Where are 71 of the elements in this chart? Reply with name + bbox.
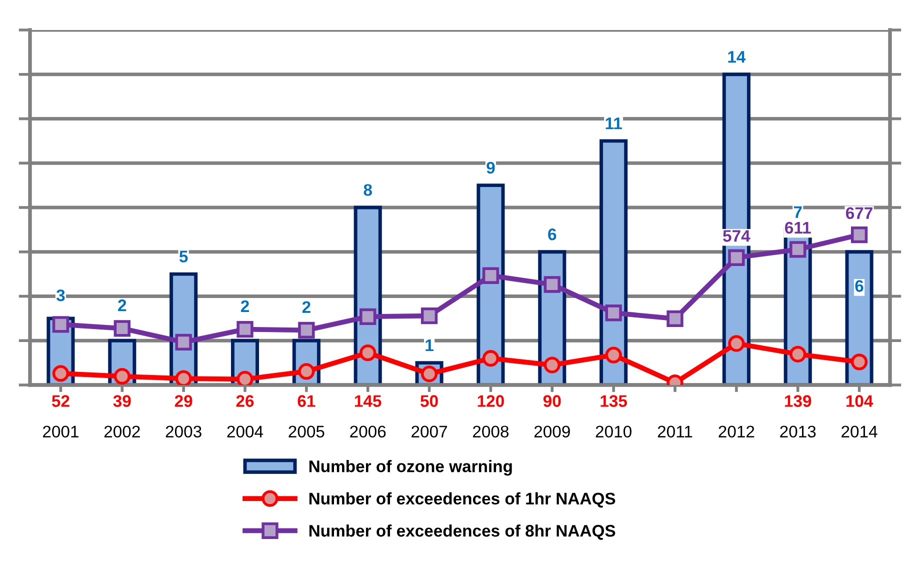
data-label: 52 bbox=[52, 395, 70, 407]
data-label: 2 bbox=[240, 300, 249, 312]
x-tick-label: 2010 bbox=[596, 426, 632, 438]
data-label: 135 bbox=[600, 395, 628, 407]
point bbox=[298, 363, 315, 380]
point bbox=[850, 226, 868, 244]
point bbox=[850, 354, 868, 370]
data-label: 50 bbox=[420, 395, 438, 407]
point bbox=[728, 335, 745, 352]
data-label: 11 bbox=[606, 118, 622, 130]
point bbox=[544, 276, 560, 293]
point bbox=[360, 344, 376, 362]
data-label: 39 bbox=[113, 395, 131, 407]
point bbox=[52, 365, 70, 382]
data-label: 677 bbox=[846, 207, 872, 219]
data-label: 90 bbox=[543, 395, 561, 407]
data-label: 145 bbox=[355, 395, 382, 407]
data-label: 8 bbox=[364, 184, 372, 196]
data-label: 139 bbox=[785, 395, 812, 407]
x-tick-label: 2009 bbox=[534, 426, 570, 438]
point bbox=[236, 370, 254, 385]
x-tick-label: 2011 bbox=[658, 426, 692, 438]
data-label: 1 bbox=[426, 340, 434, 352]
point bbox=[360, 308, 376, 325]
x-tick-label: 2004 bbox=[227, 426, 264, 438]
point bbox=[790, 241, 806, 258]
x-tick-label: 2001 bbox=[43, 426, 78, 438]
data-label: 6 bbox=[548, 228, 556, 240]
point bbox=[236, 320, 254, 338]
x-tick-label: 2005 bbox=[288, 426, 324, 438]
data-label: 61 bbox=[298, 395, 316, 407]
legend-label: Number of ozone warning bbox=[309, 460, 512, 476]
data-label: 574 bbox=[723, 230, 750, 242]
data-label: 6 bbox=[855, 280, 864, 292]
data-label: 3 bbox=[56, 289, 65, 302]
data-label: 120 bbox=[478, 395, 504, 407]
x-tick-label: 2013 bbox=[780, 426, 816, 438]
point bbox=[420, 307, 438, 324]
x-tick-label: 2006 bbox=[350, 426, 386, 438]
data-label: 29 bbox=[174, 395, 192, 407]
data-label: 14 bbox=[728, 51, 746, 63]
point bbox=[544, 356, 560, 374]
x-tick-label: 2007 bbox=[412, 426, 447, 438]
data-label: 2 bbox=[118, 299, 126, 312]
data-label: 2 bbox=[302, 301, 310, 313]
data-label: 26 bbox=[236, 395, 254, 407]
point bbox=[114, 320, 130, 337]
data-label: 104 bbox=[846, 395, 874, 407]
legend-label: Number of exceedences of 1hr NAAQS bbox=[309, 492, 616, 508]
point bbox=[666, 310, 684, 327]
data-label: 611 bbox=[785, 222, 811, 234]
point bbox=[790, 346, 806, 362]
point bbox=[52, 316, 70, 333]
point bbox=[175, 370, 192, 385]
data-label: 7 bbox=[794, 206, 802, 218]
x-tick-label: 2002 bbox=[104, 426, 140, 438]
data-label: 5 bbox=[179, 250, 188, 262]
point bbox=[605, 346, 622, 364]
point bbox=[728, 249, 745, 266]
point bbox=[298, 322, 315, 339]
legend-label: Number of exceedences of 8hr NAAQS bbox=[309, 524, 616, 540]
point bbox=[114, 368, 130, 385]
x-tick-label: 2012 bbox=[718, 426, 754, 438]
data-label: 9 bbox=[486, 162, 495, 174]
point bbox=[482, 267, 500, 284]
point bbox=[482, 350, 500, 367]
x-tick-label: 2008 bbox=[473, 426, 509, 438]
x-tick-label: 2003 bbox=[166, 426, 202, 438]
point bbox=[175, 334, 192, 351]
x-tick-label: 2014 bbox=[842, 426, 878, 438]
point bbox=[605, 304, 622, 322]
